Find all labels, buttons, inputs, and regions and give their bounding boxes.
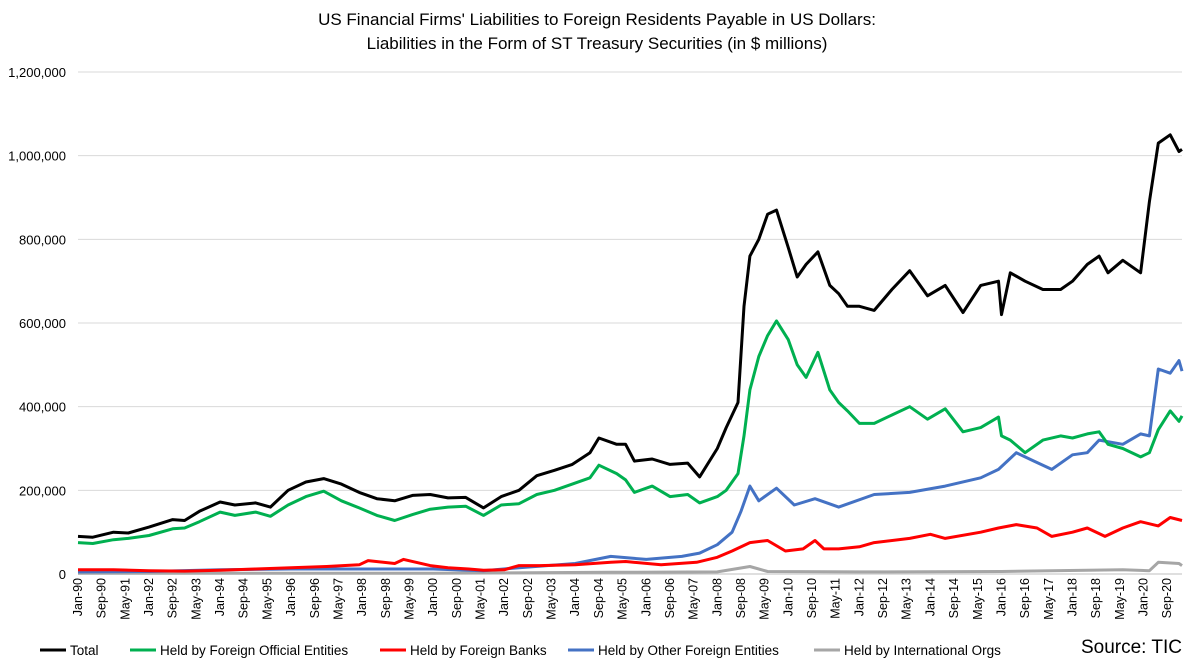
x-tick-label: Sep-00 (450, 578, 464, 618)
x-tick-label: Sep-98 (379, 578, 393, 618)
x-tick-label: May-99 (402, 578, 416, 620)
source-note: Source: TIC (1080, 637, 1182, 658)
x-tick-label: May-13 (900, 578, 914, 620)
x-tick-label: May-03 (545, 578, 559, 620)
x-tick-label: Jan-16 (994, 578, 1008, 616)
y-axis-tick-labels: 0 200,000 400,000 600,000 800,000 1,000,000 1,… (8, 65, 66, 582)
x-tick-label: Sep-94 (237, 578, 251, 618)
x-tick-label: Jan-12 (852, 578, 866, 616)
x-tick-label: Sep-16 (1018, 578, 1032, 618)
y-tick-label: 600,000 (19, 316, 66, 331)
x-tick-label: May-17 (1042, 578, 1056, 620)
y-tick-label: 200,000 (19, 483, 66, 498)
series-line-0 (77, 133, 1183, 539)
legend-label: Held by International Orgs (844, 643, 1001, 658)
x-tick-label: Sep-92 (166, 578, 180, 618)
x-tick-label: Jan-06 (639, 578, 653, 616)
x-tick-label: Sep-08 (734, 578, 748, 618)
x-tick-label: Sep-14 (947, 578, 961, 618)
x-tick-label: Jan-00 (426, 578, 440, 616)
x-tick-label: May-11 (829, 578, 843, 619)
x-tick-label: Jan-18 (1065, 578, 1079, 616)
y-tick-label: 0 (59, 567, 66, 582)
x-tick-label: Jan-04 (568, 578, 582, 616)
series-line-1 (77, 319, 1184, 545)
x-tick-label: Sep-96 (308, 578, 322, 618)
x-tick-label: Jan-92 (142, 578, 156, 616)
x-tick-label: Sep-90 (95, 578, 109, 618)
x-tick-label: Jan-20 (1137, 578, 1151, 616)
x-tick-label: Sep-02 (521, 578, 535, 618)
series-line-3 (77, 359, 1184, 574)
x-tick-label: May-15 (971, 578, 985, 620)
chart-title-line-2: Liabilities in the Form of ST Treasury S… (366, 34, 828, 53)
series-line-4 (78, 560, 1183, 575)
x-tick-label: May-19 (1113, 578, 1127, 620)
legend-label: Held by Foreign Banks (410, 643, 547, 658)
x-tick-label: May-05 (616, 578, 630, 620)
x-tick-label: Jan-90 (71, 578, 85, 616)
x-tick-label: Sep-20 (1160, 578, 1174, 618)
x-tick-label: Sep-12 (876, 578, 890, 618)
x-tick-label: Sep-18 (1089, 578, 1103, 618)
x-tick-label: Sep-06 (663, 578, 677, 618)
x-tick-label: Jan-96 (284, 578, 298, 616)
x-tick-label: May-97 (331, 578, 345, 620)
x-tick-label: Jan-98 (355, 578, 369, 616)
x-tick-label: May-93 (189, 578, 203, 620)
x-axis-tick-labels: Jan-90 Sep-90 May-91 Jan-92 Sep-92 May-93 Jan-… (71, 578, 1174, 620)
chart-title-line-1: US Financial Firms' Liabilities to Forei… (318, 10, 876, 29)
y-tick-label: 1,000,000 (8, 149, 66, 164)
x-tick-label: Sep-10 (805, 578, 819, 618)
legend: Total Held by Foreign Official Entities He… (40, 643, 1001, 658)
x-tick-label: May-09 (758, 578, 772, 620)
series-line-2 (78, 516, 1183, 573)
x-tick-label: Jan-10 (781, 578, 795, 616)
y-tick-label: 1,200,000 (8, 65, 66, 80)
y-tick-label: 400,000 (19, 400, 66, 415)
legend-label: Held by Foreign Official Entities (160, 643, 348, 658)
legend-label: Total (70, 643, 99, 658)
x-tick-label: Jan-02 (497, 578, 511, 616)
gridlines (78, 71, 1182, 491)
legend-label: Held by Other Foreign Entities (598, 643, 779, 658)
x-tick-label: Jan-08 (710, 578, 724, 616)
y-tick-label: 800,000 (19, 232, 66, 247)
x-tick-label: May-95 (260, 578, 274, 620)
x-tick-label: May-07 (687, 578, 701, 620)
x-tick-label: Jan-14 (923, 578, 937, 616)
x-tick-label: May-01 (474, 578, 488, 620)
x-tick-label: Jan-94 (213, 578, 227, 616)
series-lines (77, 133, 1184, 575)
x-tick-label: Sep-04 (592, 578, 606, 618)
x-tick-label: May-91 (118, 578, 132, 620)
